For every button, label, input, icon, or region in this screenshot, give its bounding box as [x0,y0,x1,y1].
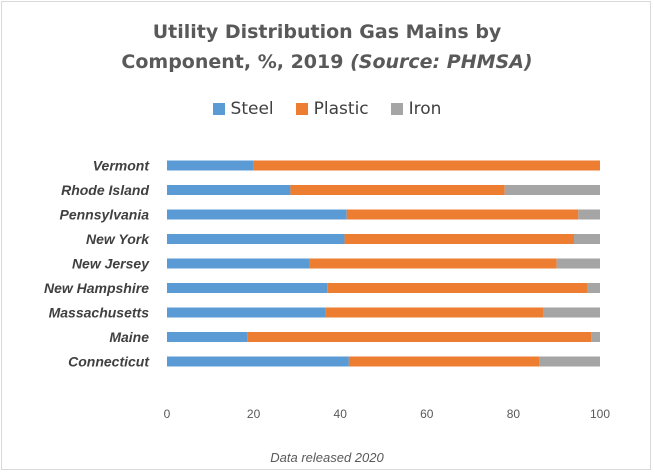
bar-iron [556,258,600,269]
legend-item-steel: Steel [212,99,274,119]
legend-label: Plastic [313,99,369,119]
x-tick-label: 0 [164,407,171,421]
x-tick-label: 80 [507,407,521,421]
category-label: Connecticut [68,354,150,370]
chart-title-line2: Component, %, 2019 (Source: PHMSA) [0,49,654,75]
category-label: Vermont [93,158,151,174]
bar-plastic [346,209,579,220]
bar-iron [543,307,600,318]
bar-iron [591,332,600,342]
bar-steel [167,356,349,367]
legend-swatch [390,103,403,115]
category-label: Rhode Island [61,182,149,198]
bar-iron [504,185,600,195]
bar-iron [539,356,600,367]
category-label: New Jersey [72,256,150,272]
footnote: Data released 2020 [270,450,384,465]
bar-plastic [253,160,600,171]
category-label: Pennsylvania [60,207,150,223]
legend-label: Iron [408,99,442,119]
bar-plastic [247,332,592,342]
category-label: Maine [109,329,149,345]
category-label: Massachusetts [49,305,150,321]
bar-steel [167,283,328,293]
chart-title-line1: Utility Distribution Gas Mains by [152,21,502,43]
bar-plastic [348,356,540,367]
x-tick-label: 40 [334,407,348,421]
bar-plastic [290,185,505,195]
chart-title-main: Component, %, 2019 [121,51,344,73]
category-label: New Hampshire [44,280,149,296]
bar-steel [167,160,254,171]
legend-swatch [212,103,225,115]
bar-iron [574,234,600,244]
bar-steel [167,258,310,269]
bar-steel [167,209,347,220]
chart-title-source: (Source: PHMSA) [350,51,533,73]
bar-plastic [327,283,588,293]
bar-plastic [309,258,557,269]
bar-plastic [325,307,544,318]
legend-item-plastic: Plastic [295,99,369,119]
x-tick-label: 20 [247,407,261,421]
bar-steel [167,234,345,244]
legend-item-iron: Iron [390,99,442,119]
x-tick-label: 100 [590,407,610,421]
bar-steel [167,185,291,195]
bar-steel [167,332,248,342]
bar-iron [587,283,600,293]
category-label: New York [86,231,150,247]
legend-label: Steel [230,99,274,119]
legend-swatch [295,103,308,115]
bar-plastic [344,234,575,244]
bar-iron [578,209,600,220]
bar-steel [167,307,326,318]
chart-legend: Steel Plastic Iron [0,99,654,119]
x-tick-label: 60 [420,407,434,421]
